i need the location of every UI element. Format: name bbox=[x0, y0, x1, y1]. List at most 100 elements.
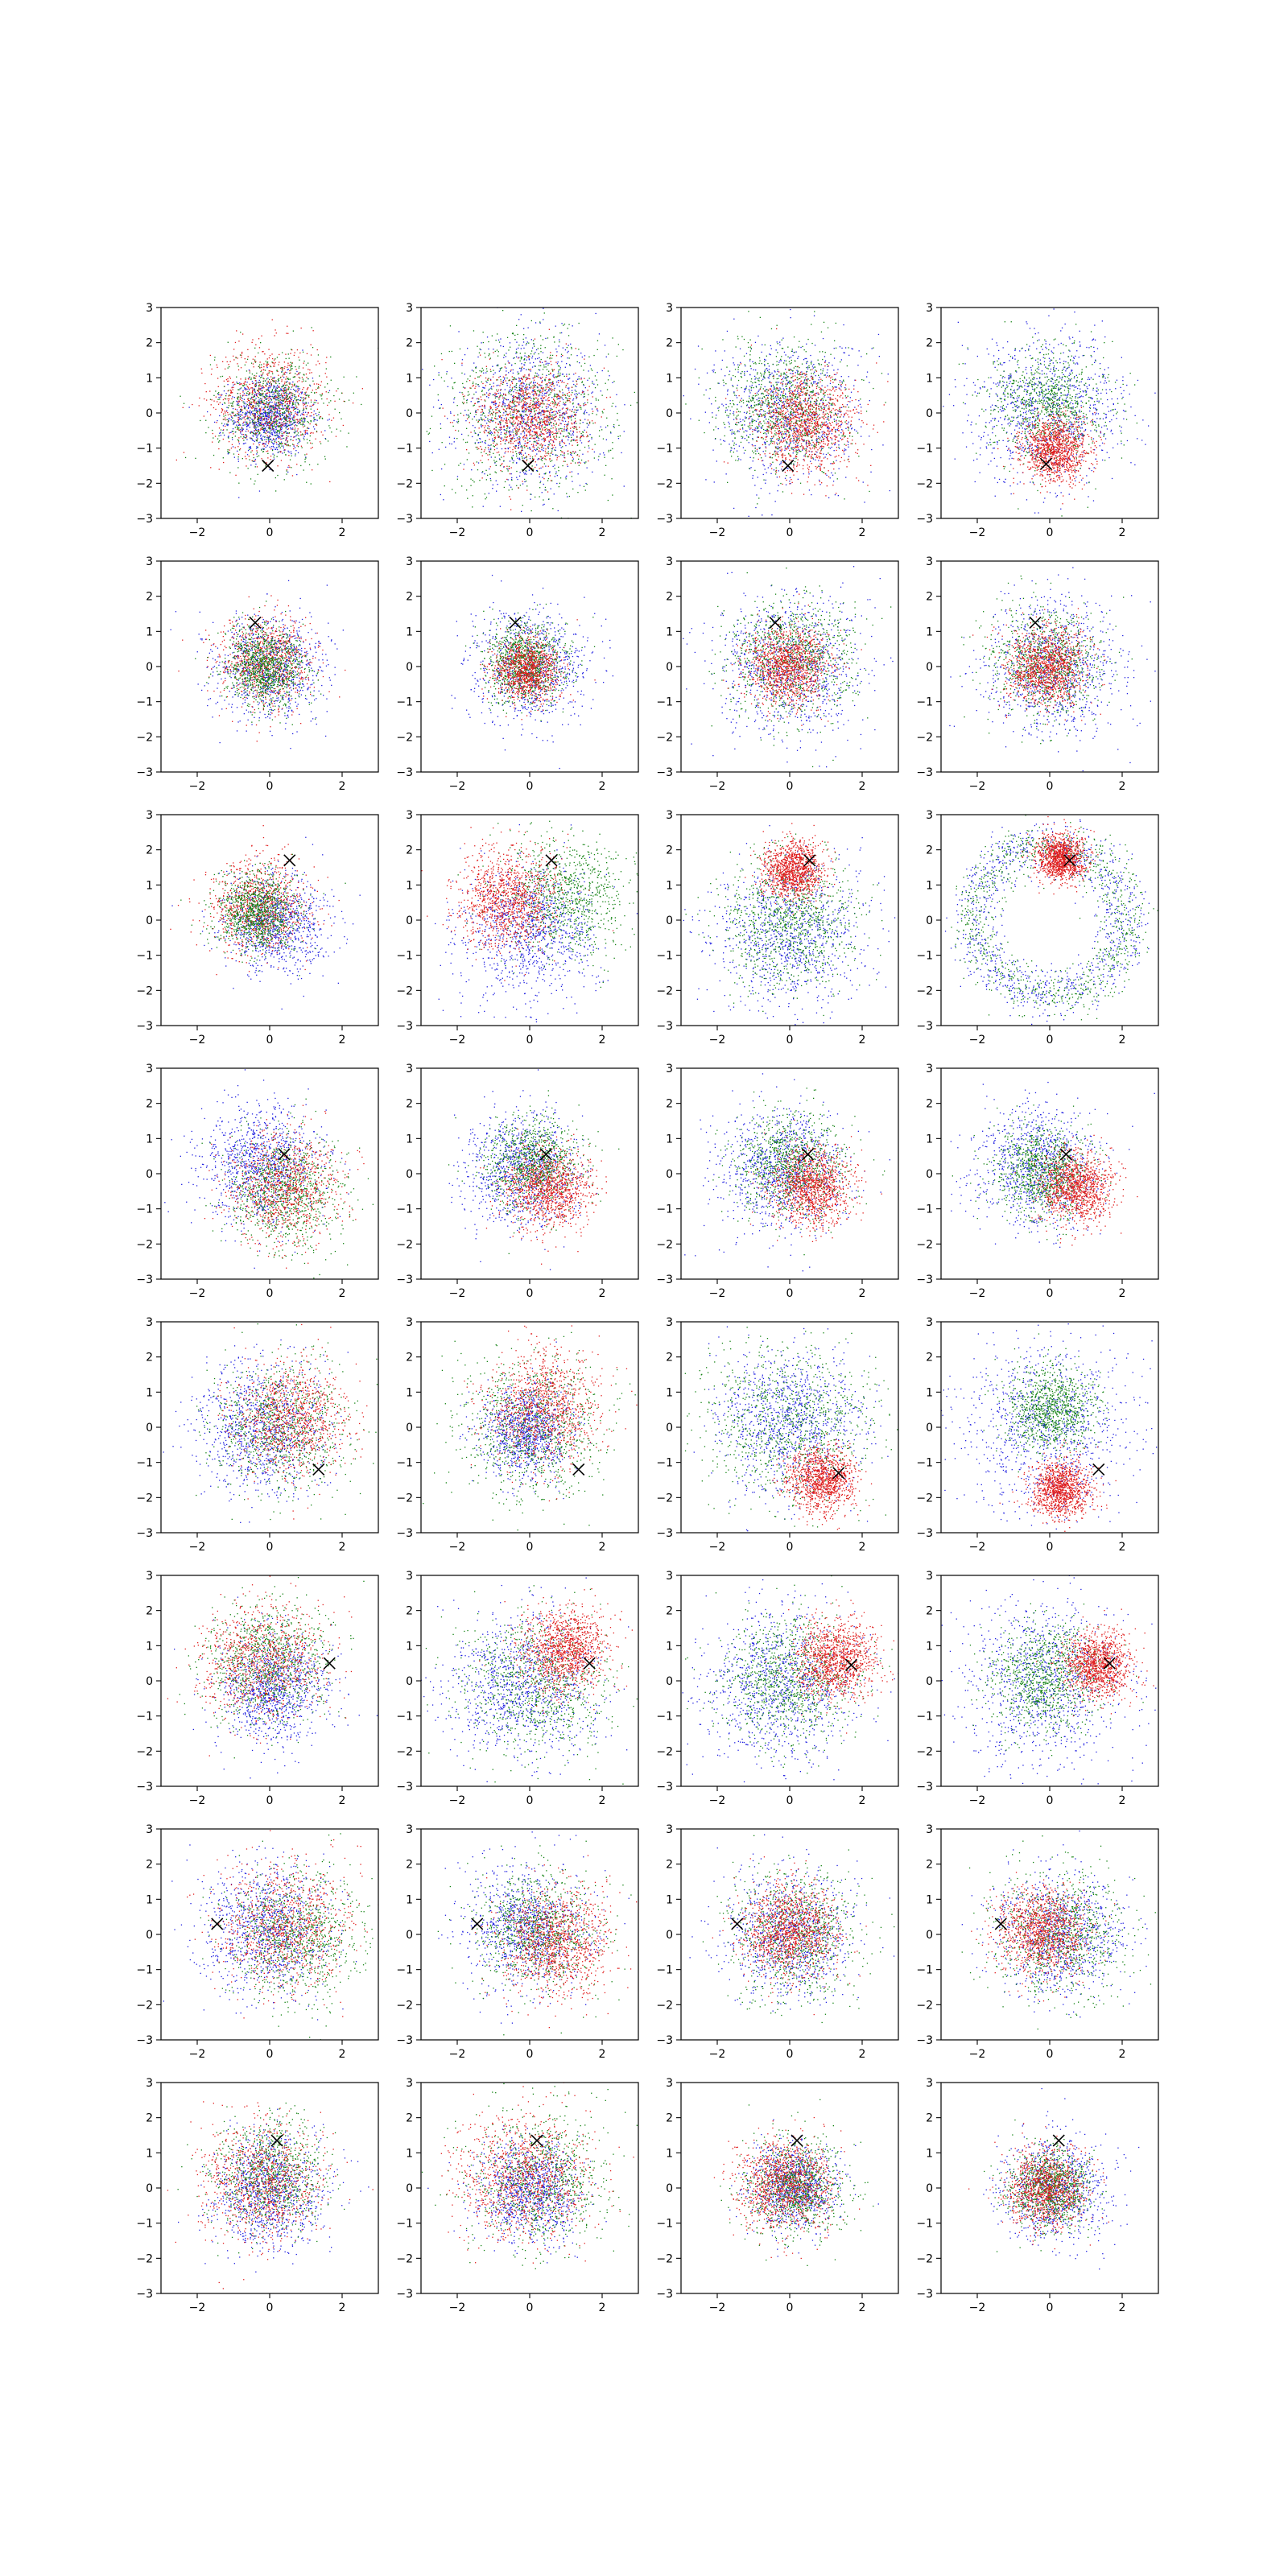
point bbox=[552, 434, 553, 435]
point bbox=[297, 391, 298, 392]
point bbox=[262, 413, 263, 414]
point bbox=[245, 408, 246, 409]
point bbox=[503, 460, 504, 461]
point bbox=[243, 434, 244, 435]
point bbox=[266, 431, 267, 432]
point bbox=[509, 393, 510, 394]
point bbox=[249, 369, 250, 370]
point bbox=[442, 442, 443, 443]
point bbox=[238, 369, 239, 370]
point bbox=[287, 429, 288, 430]
point bbox=[224, 419, 225, 420]
point bbox=[552, 382, 553, 383]
point bbox=[432, 452, 433, 453]
point bbox=[248, 424, 249, 425]
point bbox=[289, 400, 290, 401]
point bbox=[498, 424, 499, 425]
point bbox=[253, 415, 254, 416]
point bbox=[307, 430, 308, 431]
point bbox=[512, 376, 513, 377]
point bbox=[282, 427, 283, 428]
point bbox=[494, 446, 495, 447]
point bbox=[501, 368, 502, 369]
point bbox=[235, 414, 236, 415]
point bbox=[252, 393, 253, 394]
point bbox=[491, 434, 492, 435]
point bbox=[541, 398, 542, 399]
point bbox=[250, 478, 251, 479]
point bbox=[278, 430, 279, 431]
point bbox=[234, 397, 235, 398]
point bbox=[523, 472, 524, 473]
point bbox=[262, 444, 263, 445]
point bbox=[608, 353, 609, 354]
point bbox=[269, 383, 270, 384]
point bbox=[315, 439, 316, 440]
point bbox=[521, 445, 522, 446]
point bbox=[308, 397, 309, 398]
point bbox=[317, 349, 318, 350]
point bbox=[277, 409, 278, 410]
point bbox=[252, 391, 253, 392]
point bbox=[282, 352, 283, 353]
point bbox=[589, 440, 590, 441]
point bbox=[506, 431, 507, 432]
point bbox=[429, 441, 430, 442]
point bbox=[516, 471, 517, 472]
point bbox=[269, 441, 270, 442]
point bbox=[318, 354, 319, 355]
point bbox=[537, 399, 538, 400]
point bbox=[419, 345, 420, 346]
point bbox=[238, 441, 239, 442]
point bbox=[267, 423, 268, 424]
point bbox=[284, 387, 285, 388]
point bbox=[519, 398, 520, 399]
point bbox=[269, 425, 270, 426]
point bbox=[278, 391, 279, 392]
point bbox=[495, 394, 496, 395]
point bbox=[513, 369, 514, 370]
point bbox=[243, 436, 244, 437]
point bbox=[303, 424, 304, 425]
point bbox=[263, 424, 264, 425]
point bbox=[526, 384, 527, 385]
point bbox=[439, 408, 440, 409]
point bbox=[527, 341, 528, 342]
point bbox=[450, 413, 451, 414]
point bbox=[515, 430, 516, 431]
point bbox=[571, 347, 572, 348]
point bbox=[238, 422, 239, 423]
point bbox=[250, 448, 251, 449]
point bbox=[496, 491, 497, 492]
point bbox=[597, 349, 598, 350]
point bbox=[551, 418, 552, 419]
point bbox=[240, 418, 241, 419]
point bbox=[240, 448, 241, 449]
point bbox=[255, 414, 256, 415]
point bbox=[299, 441, 300, 442]
point bbox=[605, 465, 606, 466]
point bbox=[279, 404, 280, 405]
point bbox=[574, 409, 575, 410]
point bbox=[274, 365, 275, 366]
point bbox=[456, 438, 457, 439]
point bbox=[468, 391, 469, 392]
point bbox=[267, 393, 268, 394]
point bbox=[505, 443, 506, 444]
point bbox=[228, 407, 229, 408]
point bbox=[258, 338, 259, 339]
point bbox=[544, 473, 545, 474]
point bbox=[220, 397, 221, 398]
point bbox=[253, 359, 254, 360]
point bbox=[242, 391, 243, 392]
point bbox=[543, 438, 544, 439]
point bbox=[261, 367, 262, 368]
point bbox=[269, 414, 270, 415]
point bbox=[276, 332, 277, 333]
point bbox=[486, 368, 487, 369]
point bbox=[294, 422, 295, 423]
point bbox=[630, 405, 631, 406]
point bbox=[474, 416, 475, 417]
point bbox=[512, 449, 513, 450]
point bbox=[521, 358, 522, 359]
